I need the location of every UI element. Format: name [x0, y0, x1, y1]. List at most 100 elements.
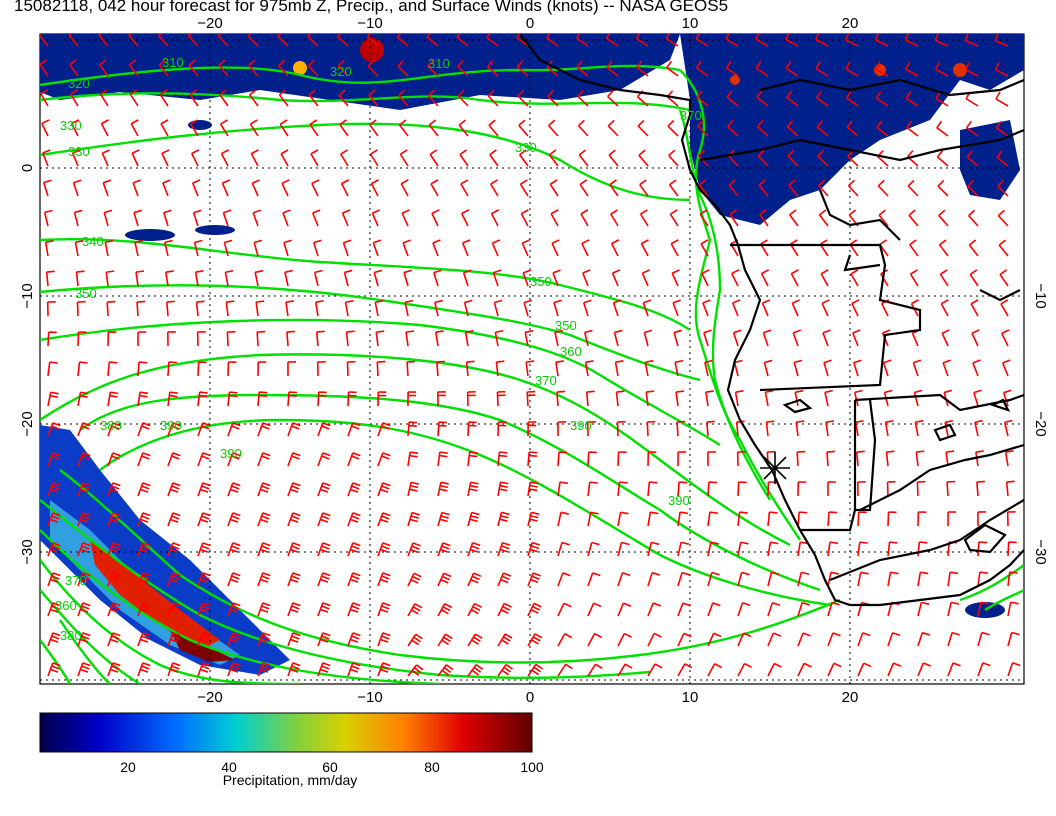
- wind-barb: [819, 239, 829, 257]
- wind-barb: [704, 359, 713, 377]
- wind-barb: [707, 481, 717, 497]
- wind-barb: [167, 632, 181, 647]
- wind-barb: [129, 89, 139, 107]
- wind-barb: [557, 541, 570, 557]
- wind-barb: [197, 512, 211, 527]
- wind-barb: [197, 361, 207, 377]
- contour-line: [40, 64, 681, 87]
- wind-barb: [527, 541, 541, 557]
- wind-barb: [726, 90, 739, 107]
- wind-barb: [584, 360, 594, 377]
- lat-tick-right-1: −10: [1032, 283, 1049, 308]
- wind-barb: [968, 239, 979, 257]
- wind-barb: [47, 391, 59, 407]
- wind-barb: [610, 239, 620, 257]
- wind-barb: [222, 209, 232, 227]
- wind-barb: [1004, 450, 1014, 467]
- wind-barb: [166, 300, 175, 317]
- wind-barb: [577, 90, 589, 107]
- wind-barb: [369, 149, 379, 167]
- contour-label: 350: [555, 318, 577, 333]
- wind-barb: [647, 481, 658, 497]
- wind-barb: [220, 149, 230, 167]
- wind-barb: [553, 299, 562, 317]
- wind-barb: [527, 421, 537, 437]
- wind-barb: [345, 330, 355, 347]
- colorbar-tick-60: 60: [322, 759, 338, 775]
- wind-barb: [818, 209, 829, 227]
- wind-barb: [491, 239, 501, 257]
- wind-barb: [397, 59, 409, 77]
- wind-barb: [227, 662, 241, 677]
- wind-barb: [845, 61, 859, 77]
- wind-barb: [785, 61, 799, 77]
- wind-barb: [257, 482, 271, 497]
- wind-barb: [797, 571, 810, 587]
- wind-barb: [347, 452, 361, 467]
- wind-barb: [134, 239, 144, 257]
- wind-barb: [218, 59, 229, 77]
- wind-barb: [635, 34, 649, 47]
- wind-barb: [167, 542, 181, 557]
- wind-barb: [47, 482, 61, 497]
- wind-barb: [758, 179, 769, 197]
- wind-barb: [857, 662, 872, 677]
- wind-barb: [279, 119, 289, 137]
- contour-label: 330: [60, 118, 82, 133]
- wind-barb: [41, 119, 50, 137]
- wind-barb: [167, 662, 181, 677]
- precip-hotspot-north5: [730, 75, 740, 85]
- wind-barb: [1001, 359, 1011, 377]
- wind-barb: [887, 631, 901, 647]
- wind-barb: [257, 452, 271, 467]
- wind-barb: [254, 269, 264, 287]
- wind-barb: [317, 572, 331, 587]
- wind-barb: [164, 239, 173, 257]
- wind-barb: [942, 359, 951, 377]
- wind-barb: [611, 269, 621, 287]
- wind-barb: [966, 150, 979, 167]
- wind-barb: [756, 90, 769, 107]
- wind-barb: [434, 299, 443, 317]
- wind-barb: [432, 239, 441, 257]
- wind-barb: [278, 59, 289, 77]
- wind-barb: [610, 209, 619, 227]
- lon-tick-bottom-4: 10: [682, 689, 699, 706]
- wind-barb: [47, 602, 61, 617]
- precip-east-blob: [960, 120, 1020, 200]
- wind-barb: [853, 359, 862, 377]
- wind-barb: [347, 542, 361, 557]
- wind-barb: [437, 664, 454, 677]
- wind-barb: [516, 34, 529, 47]
- wind-barb: [40, 34, 49, 47]
- colorbar-label: Precipitation, mm/day: [222, 772, 358, 788]
- wind-barb: [827, 571, 839, 587]
- contour-line: [40, 639, 72, 684]
- wind-barb: [494, 329, 504, 347]
- wind-barb: [47, 632, 61, 647]
- wind-barb: [368, 89, 379, 107]
- wind-barb: [407, 391, 417, 407]
- wind-barb: [77, 572, 91, 587]
- contour-label: 390: [570, 418, 592, 433]
- wind-barb: [677, 541, 690, 557]
- wind-barb: [287, 361, 296, 377]
- wind-barb: [71, 149, 81, 167]
- wind-barb: [557, 602, 572, 617]
- wind-barb: [487, 89, 499, 107]
- wind-barb: [557, 511, 569, 527]
- wind-barb: [767, 511, 778, 527]
- contour-line: [59, 619, 111, 684]
- wind-barb: [784, 34, 799, 47]
- lon-tick-bottom-2: −10: [357, 689, 382, 706]
- wind-barb: [163, 209, 172, 227]
- wind-barb: [875, 91, 889, 107]
- wind-barb: [636, 60, 649, 77]
- wind-barb: [614, 360, 624, 377]
- wind-barb: [255, 300, 265, 317]
- wind-barb: [587, 481, 598, 497]
- wind-barb: [407, 603, 423, 617]
- wind-barb: [217, 34, 229, 47]
- wind-barb: [555, 360, 564, 377]
- wind-barb: [816, 120, 829, 137]
